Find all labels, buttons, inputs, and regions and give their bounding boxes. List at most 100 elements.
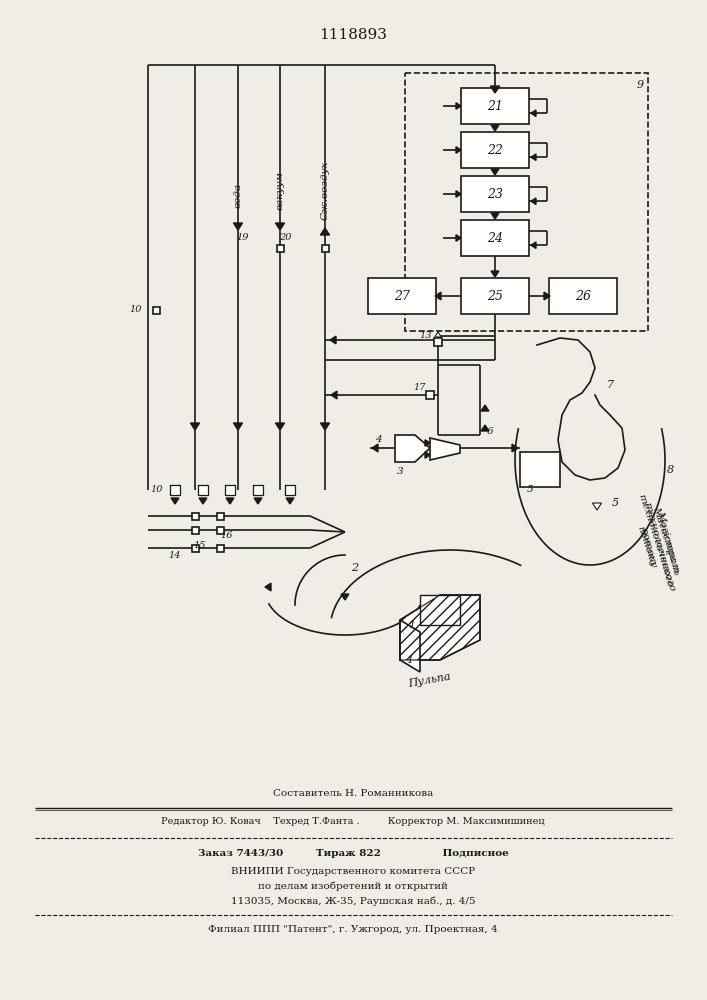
Text: 6: 6 [486, 428, 493, 436]
Polygon shape [430, 438, 460, 460]
Bar [368, 278, 436, 314]
Polygon shape [531, 110, 536, 116]
Polygon shape [276, 423, 284, 430]
Text: Сж.воздух: Сж.воздух [320, 160, 329, 220]
Polygon shape [425, 440, 430, 446]
Bar [461, 278, 529, 314]
Polygon shape [456, 191, 461, 197]
Polygon shape [226, 498, 234, 504]
Polygon shape [171, 498, 179, 504]
Polygon shape [592, 503, 602, 510]
Polygon shape [435, 332, 441, 337]
Bar [461, 132, 529, 168]
Bar [276, 244, 284, 251]
Bar [170, 485, 180, 495]
Text: 16: 16 [221, 530, 233, 540]
Polygon shape [491, 169, 499, 175]
Text: 5: 5 [612, 498, 619, 508]
Polygon shape [330, 336, 336, 344]
Polygon shape [400, 620, 420, 672]
Polygon shape [395, 435, 430, 462]
Bar [253, 485, 263, 495]
Bar [420, 595, 460, 625]
Text: 23: 23 [487, 188, 503, 200]
Text: вакуум: вакуум [276, 170, 284, 210]
Text: 20: 20 [279, 233, 291, 242]
Text: 3: 3 [397, 468, 403, 477]
Text: 8: 8 [667, 465, 674, 475]
Polygon shape [400, 595, 480, 660]
Bar [426, 391, 434, 399]
Text: 27: 27 [394, 290, 410, 302]
Bar [285, 485, 295, 495]
Polygon shape [276, 223, 284, 230]
Polygon shape [456, 103, 461, 109]
Text: 1118893: 1118893 [319, 28, 387, 42]
Bar [192, 526, 199, 534]
Bar [461, 220, 529, 256]
Polygon shape [491, 213, 499, 219]
Text: 14: 14 [169, 550, 181, 560]
Text: 7: 7 [607, 380, 614, 390]
Polygon shape [320, 228, 329, 235]
Bar [216, 512, 223, 520]
Polygon shape [233, 423, 243, 430]
Bar [192, 544, 199, 552]
Text: Филиал ППП "Патент", г. Ужгород, ул. Проектная, 4: Филиал ППП "Патент", г. Ужгород, ул. Про… [208, 926, 498, 934]
Text: 22: 22 [487, 143, 503, 156]
Bar [434, 338, 442, 346]
Text: 5: 5 [527, 486, 533, 494]
Bar [216, 544, 223, 552]
Text: Заказ 7443/30         Тираж 822                 Подписное: Заказ 7443/30 Тираж 822 Подписное [198, 850, 508, 858]
Polygon shape [435, 292, 441, 300]
Polygon shape [491, 271, 499, 277]
Text: Составитель Н. Романникова: Составитель Н. Романникова [273, 790, 433, 798]
Text: 9: 9 [636, 80, 643, 90]
Bar [322, 244, 329, 251]
Polygon shape [265, 583, 271, 591]
Polygon shape [544, 292, 550, 300]
Text: 10: 10 [151, 486, 163, 494]
Text: 1: 1 [409, 620, 416, 630]
Polygon shape [481, 405, 489, 411]
Text: 21: 21 [487, 100, 503, 112]
Bar [153, 306, 160, 314]
Text: 13: 13 [420, 332, 432, 340]
Text: 15: 15 [194, 540, 206, 550]
Polygon shape [491, 86, 500, 93]
Polygon shape [286, 498, 294, 504]
Text: 17: 17 [414, 382, 426, 391]
Text: 26: 26 [575, 290, 591, 302]
Text: Магістраль
технологічного
потоку: Магістраль технологічного потоку [632, 499, 684, 591]
Polygon shape [481, 425, 489, 431]
Text: Магистраль
технологического
потока: Магистраль технологического потока [626, 490, 686, 596]
Text: 25: 25 [487, 290, 503, 302]
Polygon shape [456, 147, 461, 153]
Polygon shape [372, 444, 378, 452]
Bar [198, 485, 208, 495]
Bar [549, 278, 617, 314]
Polygon shape [531, 198, 536, 204]
Polygon shape [233, 223, 243, 230]
Bar [461, 176, 529, 212]
Bar [216, 526, 223, 534]
Bar [225, 485, 235, 495]
Polygon shape [254, 498, 262, 504]
Text: вода: вода [233, 182, 243, 208]
Polygon shape [190, 423, 199, 430]
Bar [520, 452, 560, 487]
Polygon shape [331, 391, 337, 399]
Text: ВНИИПИ Государственного комитета СССР: ВНИИПИ Государственного комитета СССР [231, 866, 475, 876]
Polygon shape [531, 242, 536, 248]
Polygon shape [320, 423, 329, 430]
Text: 113035, Москва, Ж-35, Раушская наб., д. 4/5: 113035, Москва, Ж-35, Раушская наб., д. … [230, 896, 475, 906]
Text: 4: 4 [375, 436, 381, 444]
Polygon shape [425, 452, 430, 458]
Text: 2: 2 [351, 563, 358, 573]
Polygon shape [531, 154, 536, 160]
Text: 1: 1 [407, 655, 414, 665]
Polygon shape [341, 594, 349, 600]
Polygon shape [512, 444, 518, 452]
Text: 24: 24 [487, 232, 503, 244]
Bar [461, 88, 529, 124]
